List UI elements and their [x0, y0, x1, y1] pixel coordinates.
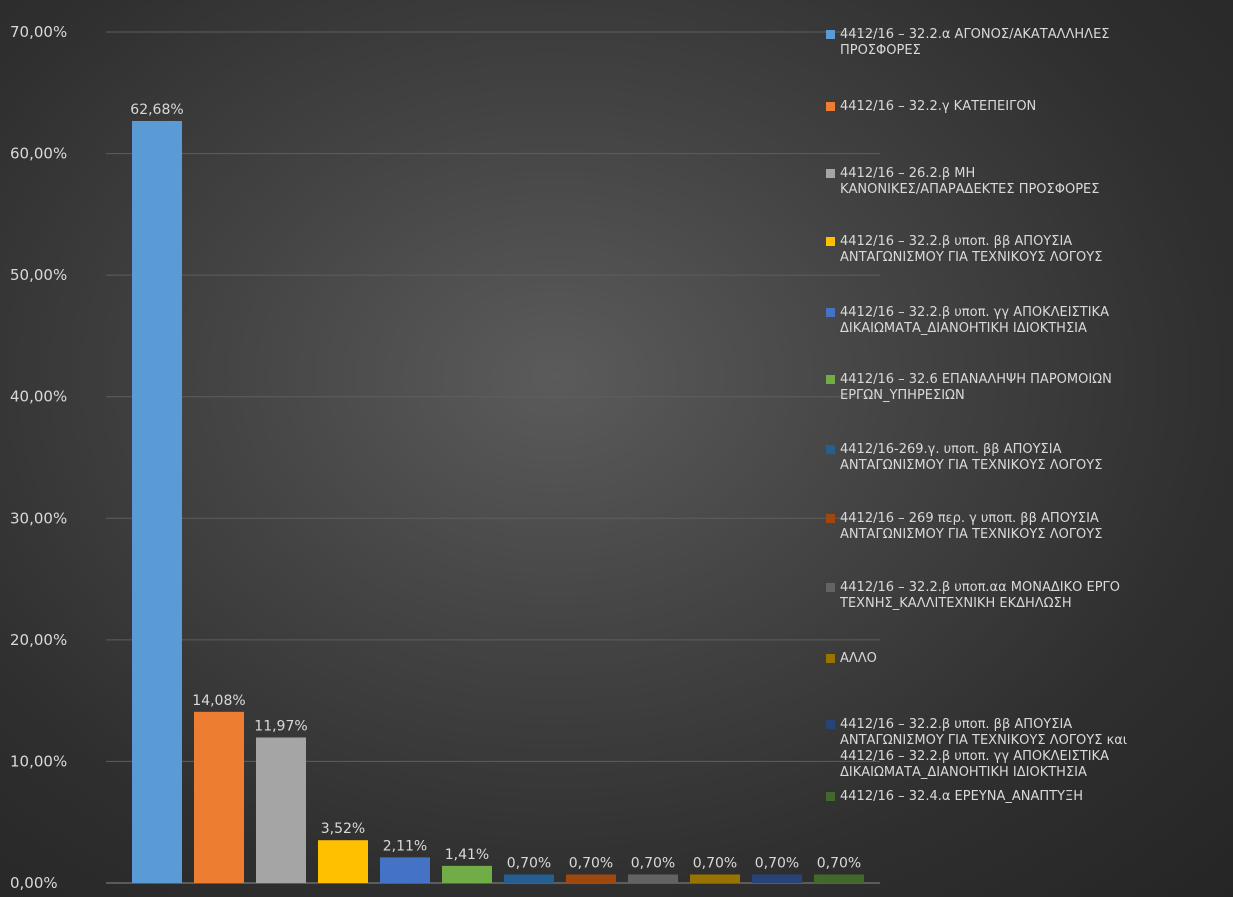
- data-label: 0,70%: [755, 855, 799, 871]
- bar: [318, 840, 368, 883]
- legend-swatch: [826, 169, 835, 178]
- bar: [814, 874, 864, 883]
- bar: [752, 874, 802, 883]
- legend-label: 4412/16 – 32.2.γ ΚΑΤΕΠΕΙΓΟΝ: [840, 99, 1036, 114]
- bar: [442, 865, 492, 883]
- legend-label: 4412/16 – 26.2.β ΜΗ: [840, 166, 975, 181]
- data-label: 0,70%: [569, 855, 613, 871]
- data-label: 14,08%: [192, 693, 245, 709]
- legend-label: ΤΕΧΝΗΣ_ΚΑΛΛΙΤΕΧΝΙΚΗ ΕΚΔΗΛΩΣΗ: [839, 596, 1072, 611]
- y-tick-label: 20,00%: [10, 631, 67, 649]
- y-tick-label: 50,00%: [10, 266, 67, 284]
- legend-label: 4412/16 – 32.4.α ΕΡΕΥΝΑ_ΑΝΑΠΤΥΞΗ: [840, 789, 1083, 804]
- bar: [628, 874, 678, 883]
- legend-label: ΑΝΤΑΓΩΝΙΣΜΟΥ ΓΙΑ ΤΕΧΝΙΚΟΥΣ ΛΟΓΟΥΣ: [840, 250, 1102, 265]
- legend-label: 4412/16 – 269 περ. γ υποπ. ββ ΑΠΟΥΣΙΑ: [840, 511, 1099, 526]
- legend-swatch: [826, 720, 835, 729]
- legend-swatch: [826, 654, 835, 663]
- legend-label: 4412/16 – 32.2.β υποπ. ββ ΑΠΟΥΣΙΑ: [840, 717, 1072, 732]
- legend-label: ΠΡΟΣΦΟΡΕΣ: [840, 43, 921, 58]
- legend-label: ΑΝΤΑΓΩΝΙΣΜΟΥ ΓΙΑ ΤΕΧΝΙΚΟΥΣ ΛΟΓΟΥΣ: [840, 527, 1102, 542]
- legend-swatch: [826, 375, 835, 384]
- legend-swatch: [826, 792, 835, 801]
- legend-label: 4412/16 – 32.2.β υποπ. γγ ΑΠΟΚΛΕΙΣΤΙΚΑ: [840, 749, 1109, 764]
- legend-label: ΑΝΤΑΓΩΝΙΣΜΟΥ ΓΙΑ ΤΕΧΝΙΚΟΥΣ ΛΟΓΟΥΣ: [840, 458, 1102, 473]
- data-label: 2,11%: [383, 838, 427, 854]
- legend-swatch: [826, 30, 835, 39]
- legend-label: 4412/16 – 32.2.α ΑΓΟΝΟΣ/ΑΚΑΤΑΛΛΗΛΕΣ: [840, 27, 1110, 42]
- data-label: 0,70%: [817, 855, 861, 871]
- y-tick-label: 40,00%: [10, 388, 67, 406]
- y-tick-label: 70,00%: [10, 23, 67, 41]
- legend-label: 4412/16 – 32.2.β υποπ. ββ ΑΠΟΥΣΙΑ: [840, 234, 1072, 249]
- legend-label: 4412/16-269.γ. υποπ. ββ ΑΠΟΥΣΙΑ: [840, 442, 1062, 457]
- legend-label: ΑΝΤΑΓΩΝΙΣΜΟΥ ΓΙΑ ΤΕΧΝΙΚΟΥΣ ΛΟΓΟΥΣ και: [840, 733, 1127, 748]
- legend-swatch: [826, 583, 835, 592]
- legend-swatch: [826, 445, 835, 454]
- legend: 4412/16 – 32.2.α ΑΓΟΝΟΣ/ΑΚΑΤΑΛΛΗΛΕΣΠΡΟΣΦ…: [826, 27, 1127, 804]
- data-label: 11,97%: [254, 718, 307, 734]
- y-tick-label: 10,00%: [10, 752, 67, 770]
- y-tick-label: 0,00%: [10, 874, 58, 892]
- bar: [690, 874, 740, 883]
- data-label: 0,70%: [631, 855, 675, 871]
- y-axis-ticks: 0,00% 10,00% 20,00% 30,00% 40,00% 50,00% 60,00…: [10, 23, 67, 892]
- legend-swatch: [826, 237, 835, 246]
- bar: [380, 857, 430, 883]
- bar: [194, 711, 244, 883]
- legend-swatch: [826, 514, 835, 523]
- data-label: 62,68%: [130, 102, 183, 118]
- legend-label: ΑΛΛΟ: [840, 651, 877, 666]
- legend-label: ΔΙΚΑΙΩΜΑΤΑ_ΔΙΑΝΟΗΤΙΚΗ ΙΔΙΟΚΤΗΣΙΑ: [840, 765, 1087, 780]
- data-label: 0,70%: [693, 855, 737, 871]
- legend-label: ΔΙΚΑΙΩΜΑΤΑ_ΔΙΑΝΟΗΤΙΚΗ ΙΔΙΟΚΤΗΣΙΑ: [840, 321, 1087, 336]
- legend-swatch: [826, 308, 835, 317]
- y-tick-label: 30,00%: [10, 509, 67, 527]
- bars: [132, 120, 864, 883]
- bar: [132, 120, 182, 883]
- legend-label: ΚΑΝΟΝΙΚΕΣ/ΑΠΑΡΑΔΕΚΤΕΣ ΠΡΟΣΦΟΡΕΣ: [840, 182, 1100, 197]
- legend-swatch: [826, 102, 835, 111]
- legend-label: 4412/16 – 32.6 ΕΠΑΝΑΛΗΨΗ ΠΑΡΟΜΟΙΩΝ: [840, 372, 1112, 387]
- y-tick-label: 60,00%: [10, 145, 67, 163]
- legend-label: 4412/16 – 32.2.β υποπ. γγ ΑΠΟΚΛΕΙΣΤΙΚΑ: [840, 305, 1109, 320]
- data-label: 0,70%: [507, 855, 551, 871]
- bar: [256, 737, 306, 883]
- legend-label: 4412/16 – 32.2.β υποπ.αα ΜΟΝΑΔΙΚΟ ΕΡΓΟ: [840, 580, 1120, 595]
- legend-label: ΕΡΓΩΝ_ΥΠΗΡΕΣΙΩΝ: [840, 388, 965, 403]
- data-label: 1,41%: [445, 847, 489, 863]
- data-labels: 62,68% 14,08% 11,97% 3,52% 2,11% 1,41% 0,70% 0,…: [130, 102, 861, 871]
- bar: [566, 874, 616, 883]
- data-label: 3,52%: [321, 821, 365, 837]
- bar: [504, 874, 554, 883]
